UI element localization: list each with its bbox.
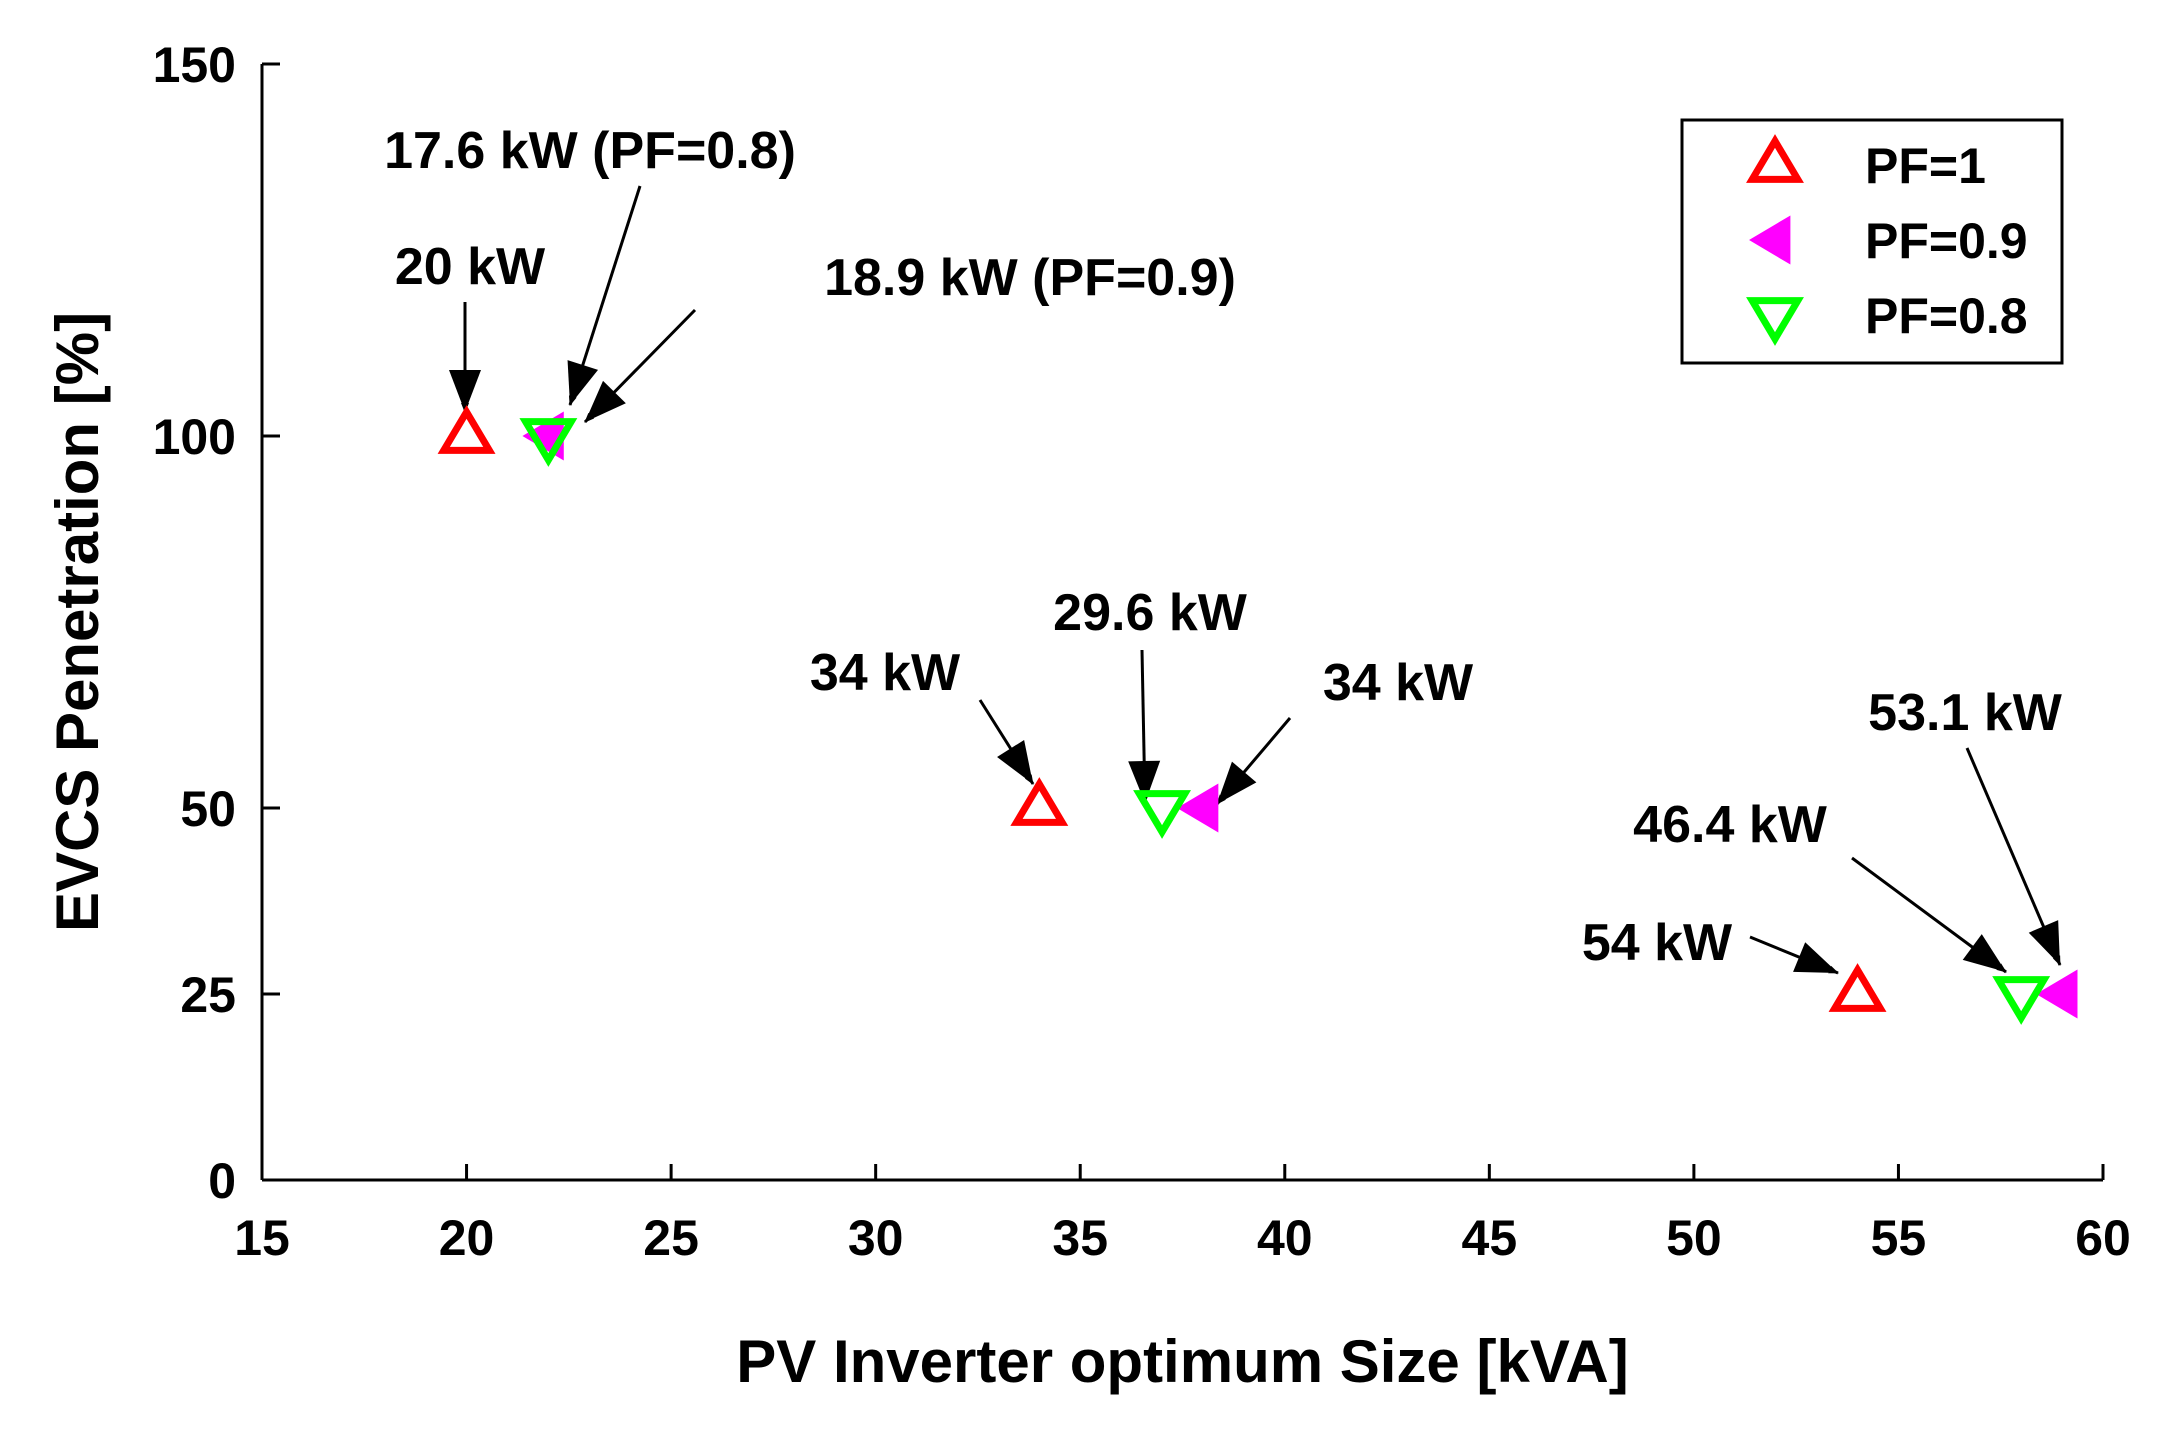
y-tick-label: 25	[180, 967, 236, 1023]
annotation-label: 20 kW	[395, 238, 546, 296]
annotation-arrowhead	[567, 360, 599, 405]
data-point-pf-0-8	[519, 418, 578, 467]
x-tick-label: 40	[1257, 1210, 1313, 1266]
legend: PF=1 PF=0.9 PF=0.8	[1680, 118, 2064, 365]
x-tick-label: 15	[234, 1210, 290, 1266]
annotation-label: 17.6 kW (PF=0.8)	[384, 122, 796, 180]
annotation-label: 46.4 kW	[1633, 796, 1828, 854]
annotation-arrowhead	[1128, 760, 1161, 803]
x-tick-label: 25	[643, 1210, 699, 1266]
x-tick-label: 50	[1666, 1210, 1722, 1266]
annotation-label: 34 kW	[810, 644, 961, 702]
annotation-label: 29.6 kW	[1053, 584, 1248, 642]
y-tick-label: 50	[180, 781, 236, 837]
annotation-arrowhead	[1793, 942, 1838, 973]
annotation-label: 34 kW	[1323, 654, 1474, 712]
x-tick-label: 55	[1871, 1210, 1927, 1266]
legend-label: PF=1	[1865, 138, 1986, 194]
annotation-label: 53.1 kW	[1868, 684, 2063, 742]
legend-label: PF=0.8	[1865, 288, 2028, 344]
x-tick-label: 60	[2075, 1210, 2131, 1266]
x-tick-label: 45	[1462, 1210, 1518, 1266]
y-tick-label: 100	[153, 409, 236, 465]
legend-marker	[1749, 215, 1791, 265]
annotation-arrowhead	[449, 370, 481, 412]
data-point-pf-1	[1010, 777, 1069, 826]
y-tick-label: 150	[153, 37, 236, 93]
annotation-arrowhead	[1962, 934, 2006, 972]
data-point-pf-0-8	[1133, 790, 1191, 839]
data-point-pf-0-9	[2036, 969, 2078, 1019]
legend-label: PF=0.9	[1865, 213, 2028, 269]
annotation-label: 54 kW	[1582, 914, 1733, 972]
annotation-arrowhead	[585, 380, 626, 422]
data-point-pf-1	[1828, 963, 1887, 1012]
annotation-arrowhead	[997, 739, 1033, 784]
x-tick-label: 30	[848, 1210, 904, 1266]
y-axis-title: EVCS Penetration [%]	[44, 312, 111, 932]
legend-box	[1680, 118, 2064, 365]
y-tick-label: 0	[208, 1153, 236, 1209]
annotations: 20 kW 17.6 kW (PF=0.8) 18.9 kW (PF=0.9) 34 …	[384, 122, 2063, 975]
annotation-arrowhead	[2028, 920, 2060, 965]
x-tick-label: 20	[439, 1210, 495, 1266]
data-point-pf-1	[437, 405, 496, 454]
data-point-pf-0-8	[1992, 976, 2051, 1025]
x-tick-label: 35	[1052, 1210, 1108, 1266]
legend-marker	[1746, 134, 1804, 183]
data-points	[437, 405, 2078, 1025]
axes: 15 20 25 30 35 40 45 50 55 60 0 25 50 100 150	[153, 37, 2131, 1266]
legend-marker	[1746, 297, 1804, 346]
annotation-arrowhead	[1217, 761, 1257, 804]
annotation-label: 18.9 kW (PF=0.9)	[824, 249, 1236, 307]
data-point-pf-0-9	[1176, 783, 1219, 833]
x-axis-title: PV Inverter optimum Size [kVA]	[736, 1328, 1628, 1395]
